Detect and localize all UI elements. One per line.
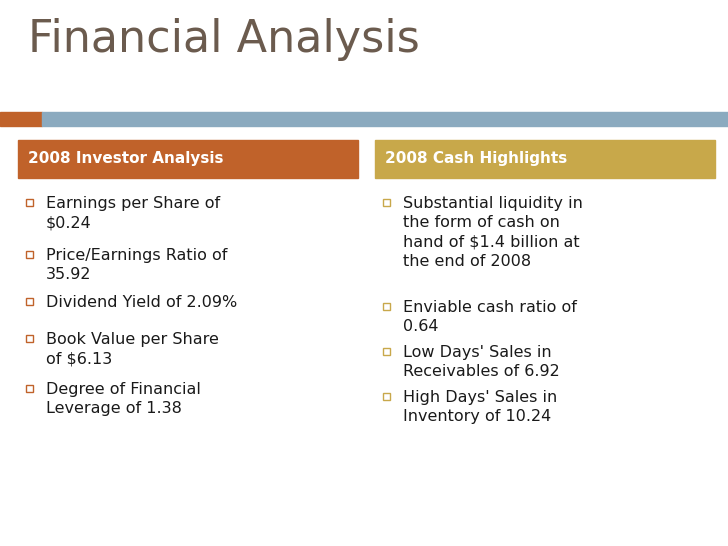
Text: 2008 Investor Analysis: 2008 Investor Analysis <box>28 151 223 167</box>
Bar <box>42 112 728 126</box>
Bar <box>26 251 33 258</box>
Text: Book Value per Share
of $6.13: Book Value per Share of $6.13 <box>46 332 219 366</box>
Text: Price/Earnings Ratio of
35.92: Price/Earnings Ratio of 35.92 <box>46 248 227 282</box>
Bar <box>383 393 390 400</box>
Bar <box>375 140 715 178</box>
Bar <box>0 112 42 126</box>
Text: Financial Analysis: Financial Analysis <box>28 18 420 61</box>
Bar <box>26 199 33 206</box>
Bar <box>18 140 358 178</box>
Text: Substantial liquidity in
the form of cash on
hand of $1.4 billion at
the end of : Substantial liquidity in the form of cas… <box>403 196 583 269</box>
Bar <box>383 303 390 310</box>
Bar <box>26 385 33 392</box>
Text: Earnings per Share of
$0.24: Earnings per Share of $0.24 <box>46 196 220 230</box>
Text: Dividend Yield of 2.09%: Dividend Yield of 2.09% <box>46 295 237 310</box>
Bar <box>26 298 33 305</box>
Text: 2008 Cash Highlights: 2008 Cash Highlights <box>385 151 567 167</box>
Text: Enviable cash ratio of
0.64: Enviable cash ratio of 0.64 <box>403 300 577 334</box>
Bar <box>383 348 390 355</box>
Bar <box>26 335 33 342</box>
Bar <box>383 199 390 206</box>
Text: High Days' Sales in
Inventory of 10.24: High Days' Sales in Inventory of 10.24 <box>403 390 557 424</box>
Text: Low Days' Sales in
Receivables of 6.92: Low Days' Sales in Receivables of 6.92 <box>403 345 560 379</box>
Text: Degree of Financial
Leverage of 1.38: Degree of Financial Leverage of 1.38 <box>46 382 201 416</box>
